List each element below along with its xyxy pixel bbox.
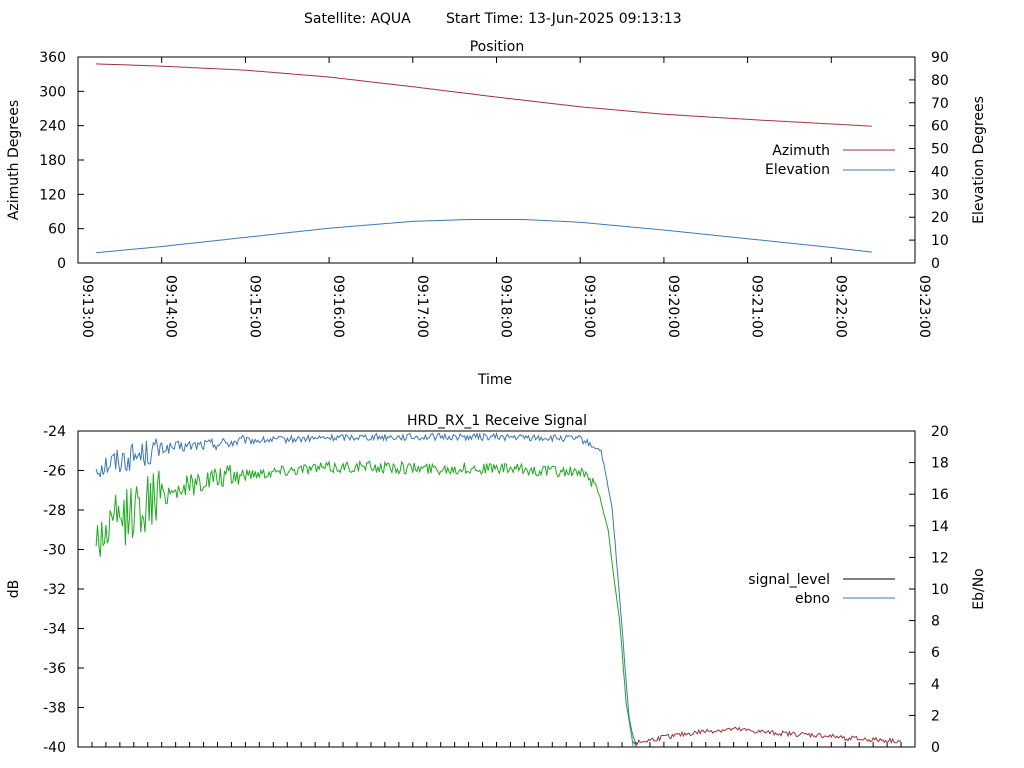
signal-y2-tick-label: 6 [931,645,940,661]
position-x-ticks: 09:13:00 09:14:00 09:15:00 09:16:00 09:17:00… [77,57,932,338]
green-signal-line [95,459,634,748]
signal-y2-tick-label: 18 [931,456,949,472]
brown-signal-line [632,726,902,745]
blue-signal-line [95,431,637,748]
signal-y2-tick-label: 8 [931,614,940,630]
position-y-tick-label: 0 [57,256,66,272]
position-x-tick-label: 09:18:00 [498,275,514,338]
position-y2-ticks: 0 10 20 30 40 50 60 70 80 90 [909,50,949,272]
signal-series [95,431,902,748]
signal-chart: HRD_RX_1 Receive Signal dB Eb/No -40-38-… [6,413,987,756]
position-y-tick-label: 180 [39,153,66,169]
signal-y-axis-label: dB [6,580,22,599]
position-y-tick-label: 300 [39,84,66,100]
legend-azimuth-label: Azimuth [772,143,830,159]
position-y2-tick-label: 0 [931,256,940,272]
position-legend: Azimuth Elevation [765,143,895,178]
position-x-axis-label: Time [477,372,512,388]
position-x-tick-label: 09:13:00 [79,275,95,338]
position-y2-tick-label: 70 [931,96,949,112]
position-x-tick-label: 09:23:00 [916,275,932,338]
signal-y-tick-label: -24 [43,424,66,440]
position-y-tick-label: 360 [39,50,66,66]
azimuth-series-line [96,63,872,127]
signal-y-tick-label: -36 [43,661,66,677]
legend-elevation-label: Elevation [765,162,830,178]
signal-y2-tick-label: 12 [931,550,949,566]
position-y2-axis-label: Elevation Degrees [971,96,987,224]
signal-legend: signal_level ebno [748,572,895,607]
position-y-axis-label: Azimuth Degrees [6,100,22,220]
position-y-tick-label: 120 [39,187,66,203]
signal-y-tick-label: -26 [43,464,66,480]
satellite-label: Satellite: AQUA [304,11,411,27]
signal-y-tick-label: -34 [43,622,66,638]
position-x-tick-label: 09:15:00 [246,275,262,338]
signal-y2-tick-label: 4 [931,677,940,693]
signal-y2-tick-label: 0 [931,740,940,756]
position-x-tick-label: 09:14:00 [163,275,179,338]
position-y-tick-label: 60 [48,222,66,238]
legend-signal-level-label: signal_level [748,572,830,588]
position-y2-tick-label: 40 [931,164,949,180]
position-chart: Position Azimuth Degrees Elevation Degre… [6,39,987,388]
position-y2-tick-label: 90 [931,50,949,66]
signal-y-tick-label: -28 [43,503,66,519]
signal-y2-axis-label: Eb/No [971,568,987,610]
signal-y2-tick-label: 20 [931,424,949,440]
elevation-series-line [96,219,872,254]
position-y2-tick-label: 60 [931,119,949,135]
signal-y-tick-label: -32 [43,582,66,598]
start-time-label: Start Time: 13-Jun-2025 09:13:13 [446,11,682,27]
signal-y-tick-label: -40 [43,740,66,756]
position-y-tick-label: 240 [39,119,66,135]
position-y2-tick-label: 80 [931,73,949,89]
signal-chart-title: HRD_RX_1 Receive Signal [407,413,587,429]
signal-y2-tick-label: 14 [931,519,949,535]
signal-y-tick-label: -38 [43,701,66,717]
position-x-tick-label: 09:17:00 [414,275,430,338]
position-y-ticks: 0 60 120 180 240 300 360 [39,50,84,272]
position-y2-tick-label: 20 [931,210,949,226]
position-chart-title: Position [470,39,525,55]
signal-y2-tick-label: 2 [931,708,940,724]
position-x-tick-label: 09:20:00 [665,275,681,338]
position-plot-frame [77,56,916,264]
position-x-tick-label: 09:19:00 [581,275,597,338]
signal-y2-tick-label: 16 [931,487,949,503]
position-y2-tick-label: 30 [931,187,949,203]
signal-y-tick-label: -30 [43,543,66,559]
signal-plot-frame [77,430,916,748]
signal-y2-tick-label: 10 [931,582,949,598]
signal-y2-ticks: 0 2 4 6 8 10 12 14 16 18 20 [909,424,949,756]
position-series [96,63,872,254]
position-x-tick-label: 09:16:00 [330,275,346,338]
position-y2-tick-label: 50 [931,142,949,158]
signal-x-ticks [77,742,916,747]
signal-y-ticks: -40 -38 -36 -34 -32 -30 -28 -26 -24 [43,424,84,756]
position-x-tick-label: 09:22:00 [832,275,848,338]
legend-ebno-label: ebno [795,591,830,607]
position-y2-tick-label: 10 [931,233,949,249]
position-x-tick-label: 09:21:00 [749,275,765,338]
